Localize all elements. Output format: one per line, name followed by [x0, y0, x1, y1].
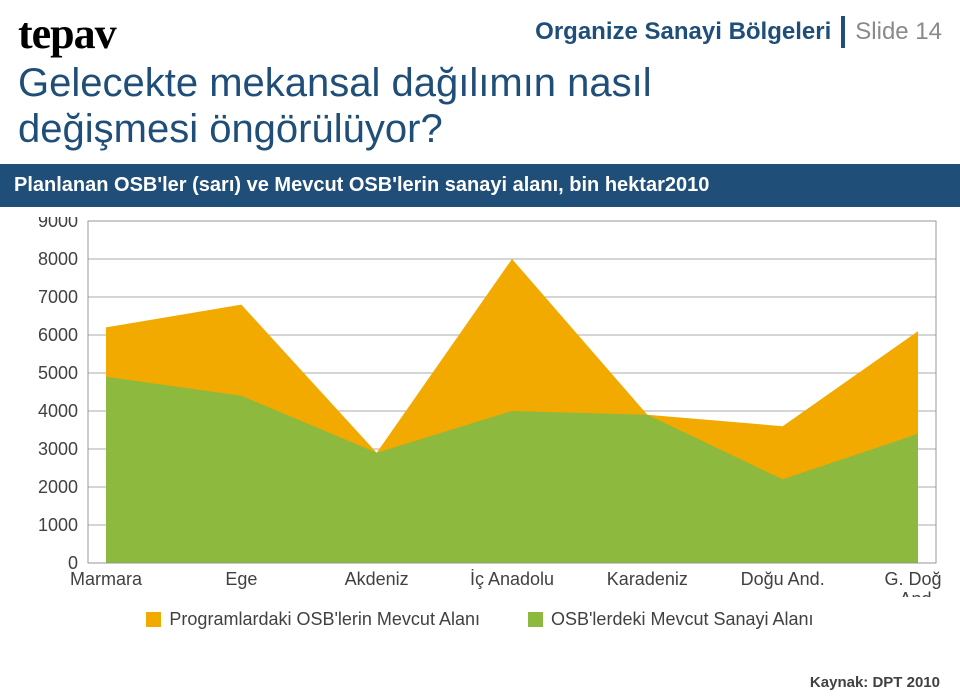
logo-text: tepav	[18, 12, 116, 56]
svg-text:7000: 7000	[38, 287, 78, 307]
svg-text:1000: 1000	[38, 515, 78, 535]
svg-text:Akdeniz: Akdeniz	[345, 569, 409, 589]
svg-text:5000: 5000	[38, 363, 78, 383]
chart-legend: Programlardaki OSB'lerin Mevcut Alanı OS…	[18, 609, 942, 630]
svg-text:9000: 9000	[38, 217, 78, 231]
slide-title: Gelecekte mekansal dağılımın nasıl değiş…	[18, 60, 942, 152]
svg-text:3000: 3000	[38, 439, 78, 459]
title-line-2: değişmesi öngörülüyor?	[18, 106, 942, 152]
section-label: Organize Sanayi Bölgeleri	[535, 18, 831, 46]
legend-swatch-upper	[146, 612, 161, 627]
slide-header: tepav Organize Sanayi Bölgeleri Slide 14	[18, 12, 942, 56]
svg-text:2000: 2000	[38, 477, 78, 497]
svg-text:Doğu And.: Doğu And.	[741, 569, 825, 589]
svg-text:4000: 4000	[38, 401, 78, 421]
header-divider	[841, 16, 845, 48]
source-label: Kaynak: DPT 2010	[810, 674, 940, 691]
svg-text:İç Anadolu: İç Anadolu	[470, 569, 554, 589]
svg-text:G. DoğuAnd.: G. DoğuAnd.	[884, 569, 942, 597]
svg-text:Ege: Ege	[225, 569, 257, 589]
svg-text:8000: 8000	[38, 249, 78, 269]
header-right: Organize Sanayi Bölgeleri Slide 14	[535, 16, 942, 48]
legend-item-2: OSB'lerdeki Mevcut Sanayi Alanı	[528, 609, 814, 630]
svg-text:6000: 6000	[38, 325, 78, 345]
svg-text:Karadeniz: Karadeniz	[607, 569, 688, 589]
svg-text:Marmara: Marmara	[70, 569, 143, 589]
area-chart: 0100020003000400050006000700080009000Mar…	[18, 217, 942, 597]
legend-label-upper: Programlardaki OSB'lerin Mevcut Alanı	[169, 609, 480, 630]
chart-svg: 0100020003000400050006000700080009000Mar…	[18, 217, 942, 597]
subtitle-banner: Planlanan OSB'ler (sarı) ve Mevcut OSB'l…	[0, 164, 960, 207]
legend-swatch-lower	[528, 612, 543, 627]
slide: tepav Organize Sanayi Bölgeleri Slide 14…	[0, 0, 960, 699]
slide-number: Slide 14	[855, 18, 942, 46]
legend-item-1: Programlardaki OSB'lerin Mevcut Alanı	[146, 609, 480, 630]
legend-label-lower: OSB'lerdeki Mevcut Sanayi Alanı	[551, 609, 814, 630]
title-line-1: Gelecekte mekansal dağılımın nasıl	[18, 60, 942, 106]
